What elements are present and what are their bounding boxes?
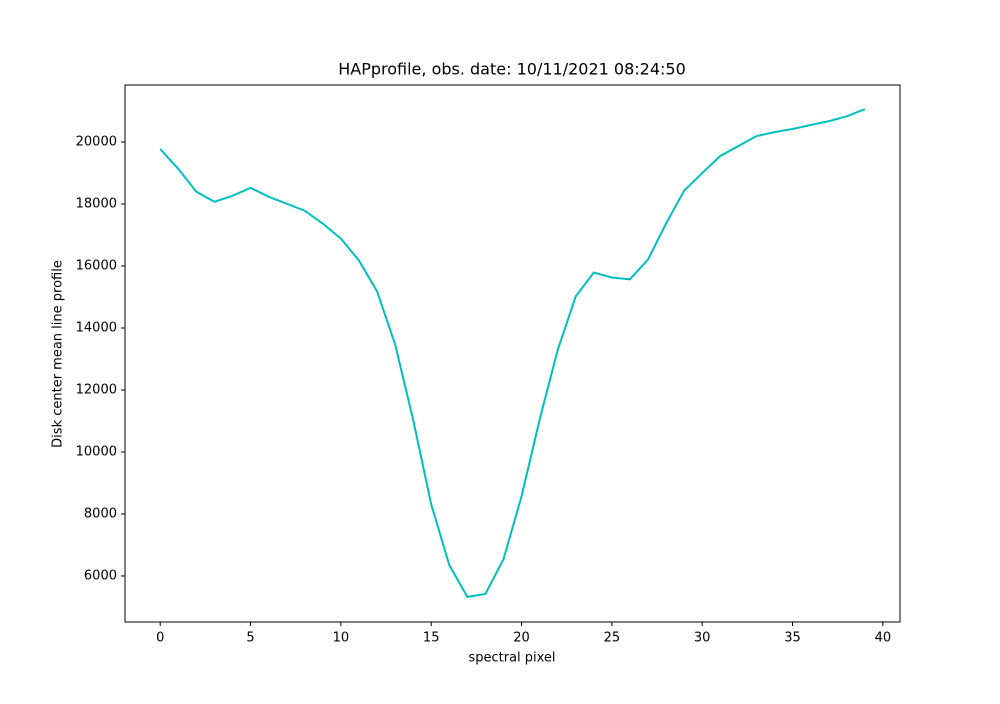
x-tick-label: 35 [784, 631, 801, 646]
y-axis-label: Disk center mean line profile [51, 260, 66, 448]
x-tick-label: 5 [246, 631, 254, 646]
y-tick-label: 10000 [76, 444, 117, 459]
y-tick-label: 6000 [84, 568, 117, 583]
y-tick-label: 8000 [84, 506, 117, 521]
plot-frame [124, 84, 901, 623]
x-axis-label: spectral pixel [468, 651, 555, 666]
x-tick-label: 30 [694, 631, 711, 646]
y-tick-label: 12000 [76, 382, 117, 397]
x-tick-label: 15 [423, 631, 440, 646]
x-tick-label: 10 [333, 631, 350, 646]
x-tick-label: 40 [875, 631, 892, 646]
x-tick-label: 0 [156, 631, 164, 646]
y-tick-label: 16000 [76, 259, 117, 274]
y-tick-label: 20000 [76, 135, 117, 150]
line-series [159, 108, 866, 598]
x-tick-label: 25 [604, 631, 621, 646]
x-tick-label: 20 [513, 631, 530, 646]
y-tick-label: 14000 [76, 321, 117, 336]
chart-title: HAPprofile, obs. date: 10/11/2021 08:24:… [338, 60, 686, 79]
y-tick-label: 18000 [76, 197, 117, 212]
